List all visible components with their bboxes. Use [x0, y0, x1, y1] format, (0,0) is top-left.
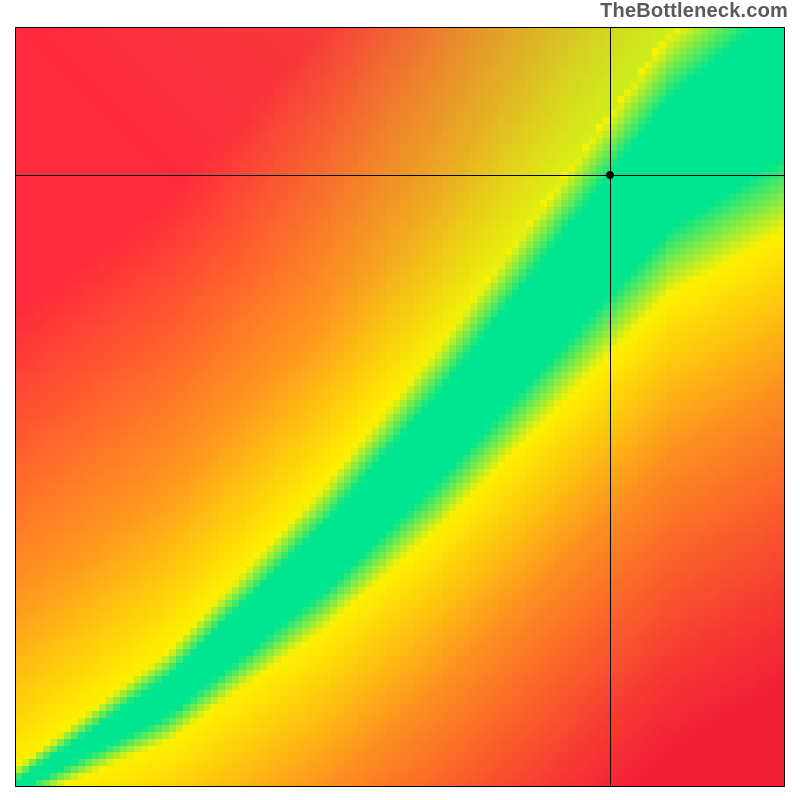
crosshair-horizontal	[15, 175, 785, 176]
plot-border	[15, 27, 16, 787]
chart-container: TheBottleneck.com	[0, 0, 800, 800]
plot-border	[15, 27, 785, 28]
crosshair-vertical	[610, 27, 611, 787]
watermark-text: TheBottleneck.com	[600, 0, 788, 23]
plot-border	[15, 786, 785, 787]
plot-border	[784, 27, 785, 787]
crosshair-marker	[606, 171, 614, 179]
heatmap-plot-area	[15, 27, 785, 787]
heatmap-canvas	[15, 27, 785, 787]
